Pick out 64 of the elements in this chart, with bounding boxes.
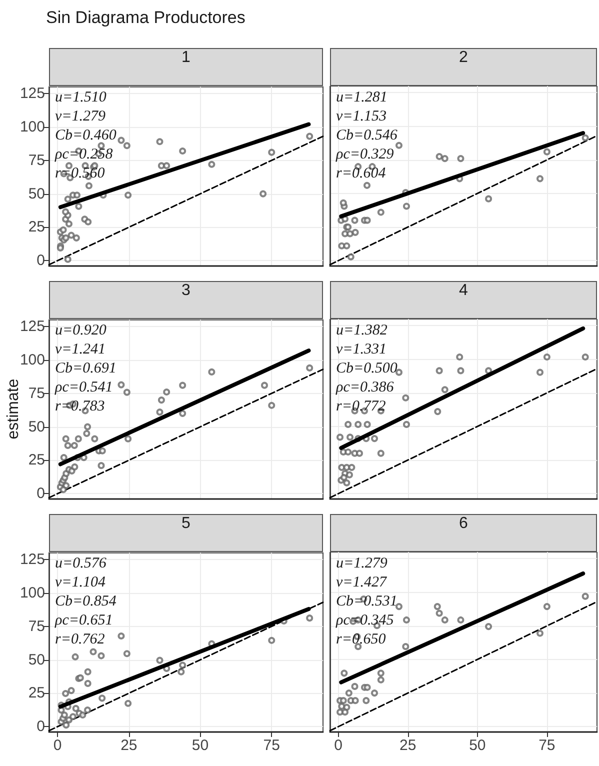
y-tick-label: 0 <box>36 718 45 736</box>
annotation: Cb=0.691 <box>55 360 116 376</box>
x-tick-label: 50 <box>469 737 486 754</box>
y-axis-title: estimate <box>5 378 23 440</box>
annotation: v=1.241 <box>55 342 106 358</box>
y-tick-label: 75 <box>28 384 45 402</box>
annotation: u=0.576 <box>55 556 107 572</box>
annotation: Cb=0.460 <box>55 128 117 144</box>
annotation: ρc=0.541 <box>54 380 113 396</box>
annotation: ρc=0.258 <box>54 146 114 162</box>
annotation: u=1.382 <box>336 322 388 338</box>
annotation: Cb=0.854 <box>55 594 117 610</box>
x-tick-label: 75 <box>263 737 280 754</box>
y-tick-label: 0 <box>36 252 45 270</box>
annotation: ρc=0.651 <box>54 612 113 628</box>
x-tick-label: 75 <box>538 737 556 754</box>
annotation: ρc=0.386 <box>335 380 394 396</box>
x-tick-label: 0 <box>53 737 62 754</box>
annotation: v=1.427 <box>336 574 388 590</box>
annotation: r=0.772 <box>336 398 386 414</box>
annotation: v=1.104 <box>55 574 106 590</box>
x-tick-label: 0 <box>334 737 343 754</box>
y-tick-label: 125 <box>20 318 45 335</box>
annotation: r=0.762 <box>55 632 106 648</box>
chart-subtitle: 4 <box>330 281 597 319</box>
chart-title: Sin Diagrama Productores <box>46 8 246 28</box>
annotation: u=0.920 <box>55 322 107 338</box>
annotation: v=1.331 <box>336 342 387 358</box>
y-tick-label: 125 <box>20 85 45 102</box>
annotation: v=1.153 <box>336 108 387 124</box>
annotation: ρc=0.345 <box>335 612 394 628</box>
annotation: u=1.510 <box>55 90 107 106</box>
chart-subtitle: 5 <box>49 514 323 552</box>
y-tick-label: 0 <box>36 485 45 502</box>
chart-subtitle: 1 <box>49 48 323 86</box>
y-tick-label: 100 <box>20 351 45 368</box>
y-tick-label: 75 <box>28 618 45 635</box>
chart-subtitle: 6 <box>330 514 597 552</box>
annotation: u=1.279 <box>336 556 388 572</box>
x-tick-label: 25 <box>400 737 416 754</box>
y-tick-label: 25 <box>28 218 45 236</box>
y-tick-label: 25 <box>28 452 45 469</box>
y-tick-label: 75 <box>28 152 45 169</box>
annotation: r=0.604 <box>336 166 386 182</box>
annotation: Cb=0.546 <box>336 128 398 144</box>
chart-subtitle: 2 <box>330 48 597 86</box>
y-tick-label: 25 <box>28 684 45 702</box>
x-tick-label: 25 <box>120 737 138 754</box>
annotation: Cb=0.500 <box>336 360 398 376</box>
x-tick-label: 50 <box>192 737 209 754</box>
y-tick-label: 50 <box>28 185 45 202</box>
y-tick-label: 100 <box>20 118 45 136</box>
annotation: r=0.560 <box>55 166 106 182</box>
y-tick-label: 125 <box>20 551 45 568</box>
y-tick-label: 100 <box>20 584 45 602</box>
annotation: v=1.279 <box>55 108 106 124</box>
annotation: u=1.281 <box>336 90 388 106</box>
annotation: r=0.783 <box>55 398 105 414</box>
annotation: r=0.650 <box>336 632 386 648</box>
y-tick-label: 50 <box>28 418 45 436</box>
annotation: Cb=0.531 <box>336 594 398 610</box>
chart-subtitle: 3 <box>49 281 323 319</box>
y-tick-label: 50 <box>28 651 45 668</box>
annotation: ρc=0.329 <box>335 146 394 162</box>
